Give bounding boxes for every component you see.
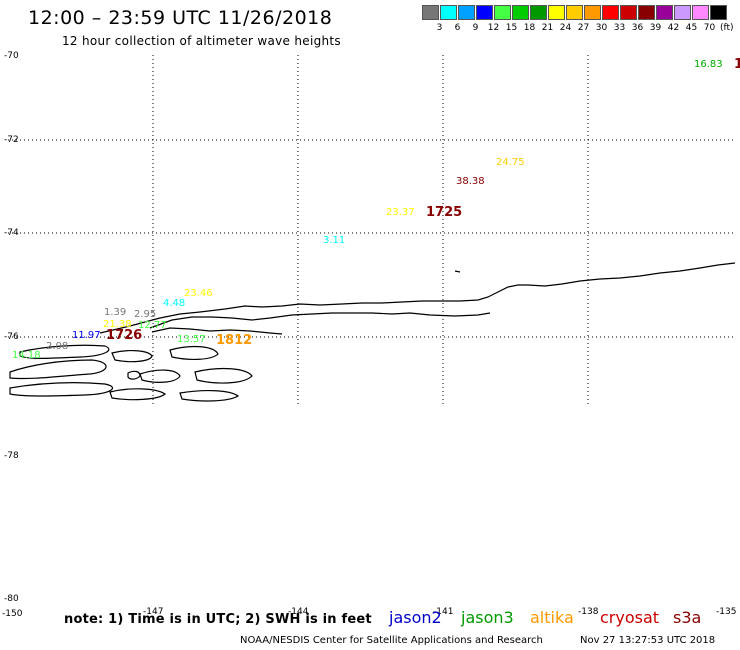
coast-upper-lobe <box>149 312 491 329</box>
wave-height-label: 1.39 <box>104 307 127 318</box>
island-b <box>19 344 110 359</box>
lat-label-76: -76 <box>4 332 19 342</box>
color-scale-label: 45 <box>685 23 698 33</box>
pass-time-label: 1726 <box>106 328 143 343</box>
lat-label-78: -78 <box>4 451 19 461</box>
color-swatch <box>512 5 529 20</box>
lat-label-74: -74 <box>4 228 19 238</box>
lon-label-141: -141 <box>433 607 454 617</box>
island-f <box>169 345 219 360</box>
color-scale-label: 30 <box>595 23 608 33</box>
wave-height-label: 23.46 <box>184 288 213 299</box>
satellite-legend-s3a: s3a <box>673 608 702 627</box>
color-scale-label: 33 <box>613 23 626 33</box>
island-g <box>194 367 253 384</box>
color-swatch <box>584 5 601 20</box>
credit-line: NOAA/NESDIS Center for Satellite Applica… <box>240 635 543 646</box>
map-title: 12:00 – 23:59 UTC 11/26/2018 <box>28 7 333 29</box>
island-a <box>9 359 107 380</box>
color-scale-label: 9 <box>472 23 479 33</box>
island-h <box>109 388 166 401</box>
lat-label-72: -72 <box>4 135 19 145</box>
satellite-legend-jason2: jason2 <box>389 608 442 627</box>
wave-height-label: 13.57 <box>177 334 206 345</box>
wave-height-label: 11.97 <box>72 330 101 341</box>
island-i <box>179 390 240 402</box>
satellite-legend-jason3: jason3 <box>461 608 514 627</box>
color-scale-label: 36 <box>631 23 644 33</box>
island-k <box>454 270 461 273</box>
color-swatch <box>440 5 457 20</box>
coast-lower-lobe <box>151 327 283 335</box>
satellite-legend-cryosat: cryosat <box>600 608 660 627</box>
wave-height-label: 16.83 <box>694 59 723 70</box>
lon-label-144: -144 <box>288 607 309 617</box>
lon-label-138: -138 <box>578 607 599 617</box>
color-scale-label: 18 <box>523 23 536 33</box>
color-scale-label: 39 <box>649 23 662 33</box>
wave-height-label: 21.38 <box>103 319 132 330</box>
wave-height-label: 2.95 <box>134 309 157 320</box>
color-swatch <box>620 5 637 20</box>
lat-label-70: -70 <box>4 51 19 61</box>
island-c <box>9 381 113 397</box>
pass-time-label: 1725 <box>426 205 463 220</box>
color-swatch <box>566 5 583 20</box>
wave-height-label: 38.38 <box>456 176 485 187</box>
color-scale-label: 6 <box>454 23 461 33</box>
color-swatch <box>656 5 673 20</box>
island-j <box>127 370 141 380</box>
wave-height-label: 23.37 <box>386 207 415 218</box>
color-scale-label: 15 <box>505 23 518 33</box>
color-swatch <box>638 5 655 20</box>
color-swatch <box>476 5 493 20</box>
lon-label-135: -135 <box>716 607 737 617</box>
color-scale-label: 12 <box>487 23 500 33</box>
color-scale-label: 3 <box>436 23 443 33</box>
satellite-legend-altika: altika <box>530 608 574 627</box>
wave-height-label: 4.48 <box>163 298 186 309</box>
ice-shelf-edge <box>99 262 736 334</box>
wave-height-label: 14.18 <box>12 350 41 361</box>
island-d <box>111 350 153 363</box>
color-swatch <box>548 5 565 20</box>
wave-height-label: 3.11 <box>323 235 346 246</box>
pass-time-label: 1812 <box>216 333 253 348</box>
map-subtitle: 12 hour collection of altimeter wave hei… <box>62 34 341 48</box>
color-swatch <box>530 5 547 20</box>
color-swatch <box>674 5 691 20</box>
lon-label-150: -150 <box>2 609 23 619</box>
color-swatch <box>692 5 709 20</box>
color-scale-label: 42 <box>667 23 680 33</box>
color-swatch <box>422 5 439 20</box>
color-scale-label: 27 <box>577 23 590 33</box>
wave-height-label: 2.08 <box>46 341 69 352</box>
lon-label-147: -147 <box>143 607 164 617</box>
color-swatch <box>494 5 511 20</box>
color-swatch <box>602 5 619 20</box>
coastline <box>9 262 736 402</box>
wave-height-label: 24.75 <box>496 157 525 168</box>
generation-timestamp: Nov 27 13:27:53 UTC 2018 <box>580 635 716 646</box>
color-swatch <box>710 5 727 20</box>
units-note: note: 1) Time is in UTC; 2) SWH is in fe… <box>64 612 372 627</box>
wave-height-label: 12.77 <box>138 320 167 331</box>
color-scale-unit: (ft) <box>720 23 734 33</box>
island-e <box>139 369 181 383</box>
color-scale-label: 24 <box>559 23 572 33</box>
color-swatch <box>458 5 475 20</box>
color-scale-label: 70 <box>703 23 716 33</box>
pass-time-label: 1 <box>734 57 740 72</box>
lat-label-80: -80 <box>4 594 19 604</box>
color-scale-label: 21 <box>541 23 554 33</box>
